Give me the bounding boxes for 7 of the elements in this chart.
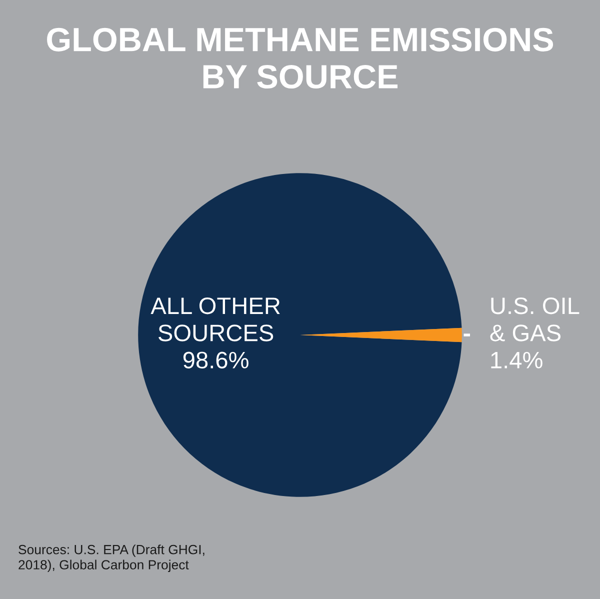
slice-label: U.S. OIL & GAS (490, 297, 580, 342)
data-label: 1.4% (491, 352, 542, 368)
slice-label: ALL OTHER SOURCES (150, 297, 280, 342)
pie-slice (138, 173, 462, 497)
chart-title: GLOBAL METHANE EMISSIONS BY SOURCE (47, 28, 554, 89)
source-note: Sources: U.S. EPA (Draft GHGI, 2018), Global Carbon Project (18, 544, 204, 572)
data-label: 98.6% (183, 352, 248, 368)
